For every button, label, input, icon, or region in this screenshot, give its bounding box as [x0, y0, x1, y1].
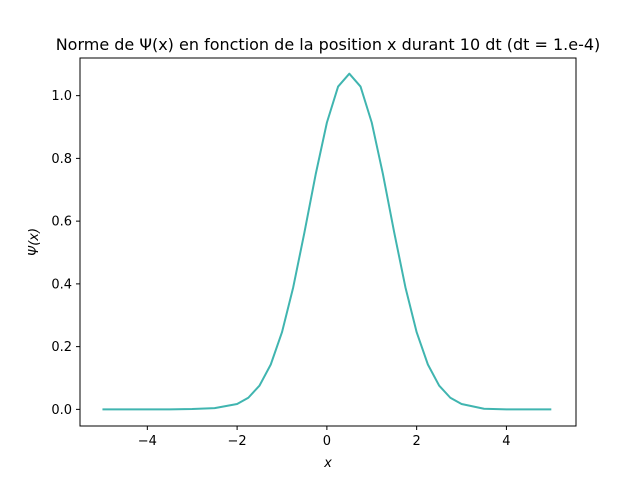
x-tick-label: −4 [138, 434, 157, 449]
y-tick-label: 0.6 [51, 215, 72, 230]
x-tick-label: −2 [228, 434, 247, 449]
plot-area [102, 72, 552, 411]
y-axis-label: Ψ(x) [27, 228, 42, 256]
x-axis: −4 −2 0 2 4 [138, 426, 511, 449]
y-tick-label: 0.4 [51, 277, 72, 292]
x-tick-label: 0 [323, 434, 331, 449]
x-tick-label: 4 [502, 434, 510, 449]
y-tick-label: 1.0 [51, 89, 72, 104]
x-axis-label: x [323, 456, 332, 471]
y-axis: 0.0 0.2 0.4 0.6 0.8 1.0 [51, 89, 80, 418]
y-tick-label: 0.8 [51, 152, 72, 167]
chart-title: Norme de Ψ(x) en fonction de la position… [56, 35, 601, 54]
y-tick-label: 0.2 [51, 340, 72, 355]
series-line-0 [102, 72, 552, 411]
y-tick-label: 0.0 [51, 403, 72, 418]
plot-frame [79, 57, 577, 427]
x-tick-label: 2 [413, 434, 421, 449]
